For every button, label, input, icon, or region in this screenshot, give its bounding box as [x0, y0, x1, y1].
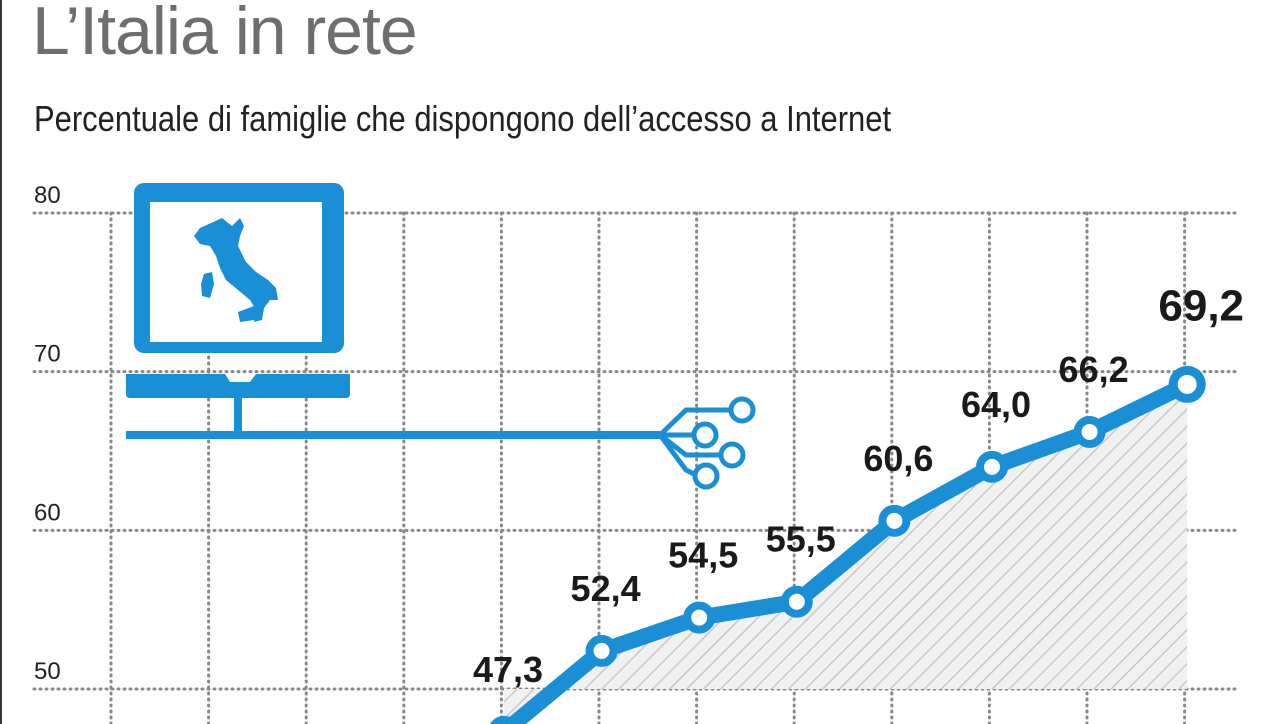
y-tick-label: 80: [34, 182, 61, 209]
data-point: [490, 715, 518, 724]
y-axis-ticks: 50 60 70 80: [34, 182, 61, 685]
italy-map-icon: [194, 218, 278, 322]
frame-border: [0, 0, 2, 724]
y-tick-label: 50: [34, 658, 61, 685]
area-layer: [504, 384, 1188, 724]
computer-icon: [126, 183, 756, 490]
data-point: [878, 504, 911, 537]
data-point: [585, 634, 618, 667]
data-label: 47,3: [473, 649, 543, 690]
data-point: [1073, 415, 1106, 448]
series-area: [504, 384, 1188, 724]
data-marks: 47,3 52,4 54,5 55,5 60,6 64,0 66,2 69,2: [473, 281, 1244, 724]
chart-title: L’Italia in rete: [32, 0, 418, 69]
data-point: [1168, 365, 1206, 403]
y-tick-label: 70: [34, 341, 61, 368]
data-label: 66,2: [1059, 349, 1129, 390]
data-label: 54,5: [668, 535, 738, 576]
data-label: 60,6: [863, 438, 933, 479]
data-point: [976, 450, 1008, 483]
data-label: 69,2: [1158, 281, 1244, 330]
data-label: 52,4: [571, 568, 641, 609]
data-point: [683, 601, 716, 634]
data-label: 64,0: [961, 384, 1031, 425]
series-line: [500, 376, 1196, 724]
data-label: 55,5: [766, 519, 836, 560]
y-tick-label: 60: [34, 499, 61, 526]
chart-subtitle: Percentuale di famiglie che dispongono d…: [34, 98, 892, 139]
data-point: [780, 585, 813, 618]
